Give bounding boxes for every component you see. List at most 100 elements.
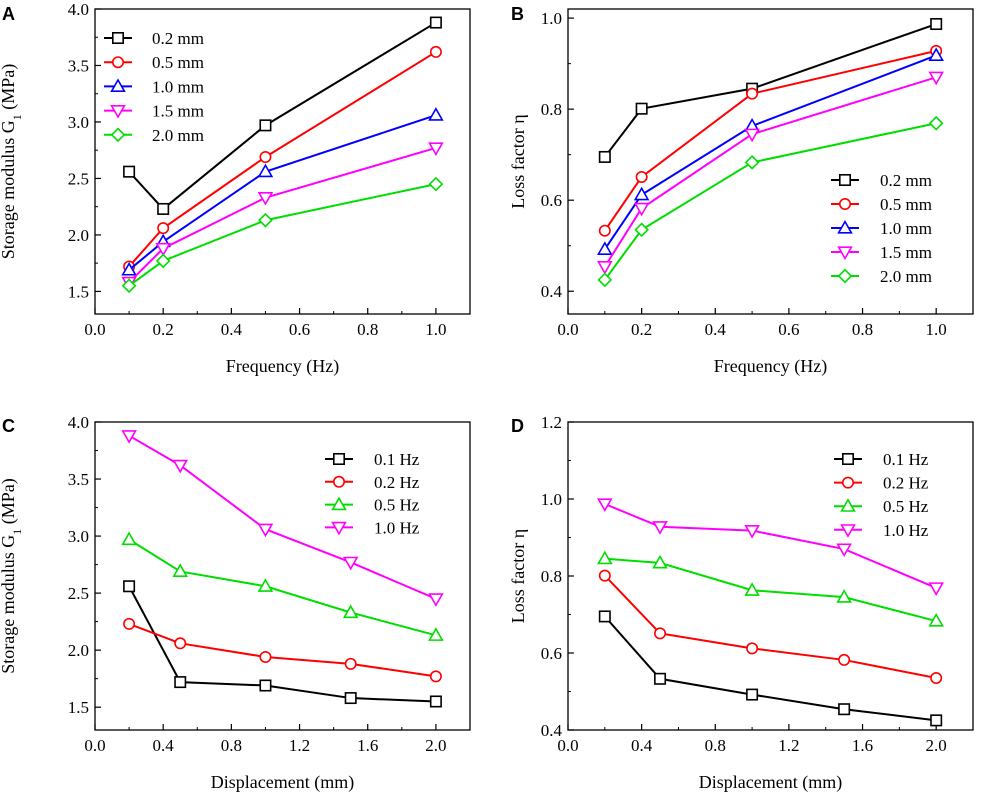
chart-a-legend-label: 1.0 mm xyxy=(152,77,204,96)
chart-b-x-tick-label: 0.2 xyxy=(631,320,652,339)
chart-a-data-point xyxy=(258,212,273,228)
chart-b-series-2-0-mm xyxy=(597,115,944,288)
chart-a-series-line xyxy=(128,183,437,287)
chart-a-data-point xyxy=(428,176,444,192)
chart-c-x-tick-label: 0.0 xyxy=(84,736,105,755)
chart-a-y-tick-label: 4.0 xyxy=(68,0,89,19)
chart-b-data-point xyxy=(633,202,650,217)
chart-d-series-0-1-hz xyxy=(598,610,943,727)
chart-c-data-point xyxy=(172,563,189,578)
chart-b-data-point xyxy=(598,150,611,163)
chart-d-data-point xyxy=(598,569,611,582)
chart-a-data-point xyxy=(429,16,442,29)
chart-d-data-point xyxy=(928,613,944,627)
chart-b-legend-marker xyxy=(838,198,851,211)
chart-c-legend-label: 0.1 Hz xyxy=(374,450,420,469)
chart-b-data-point xyxy=(928,47,944,62)
chart-c-data-point xyxy=(429,670,442,683)
chart-a-legend-marker xyxy=(110,127,126,143)
chart-a-legend-marker xyxy=(110,105,126,119)
chart-c-data-point xyxy=(172,459,189,474)
chart-a-data-point xyxy=(428,142,444,156)
chart-d-x-tick-label: 1.2 xyxy=(778,736,799,755)
chart-d-series-0-2-hz xyxy=(598,569,943,685)
chart-a-x-tick-label: 0.2 xyxy=(153,320,174,339)
chart-b-data-point xyxy=(746,87,759,100)
chart-c-x-tick-label: 1.2 xyxy=(289,736,310,755)
chart-a-series-line xyxy=(128,51,437,268)
chart-a-data-point xyxy=(157,222,170,235)
chart-c-panel-letter: C xyxy=(2,416,15,436)
chart-c-series-line xyxy=(128,622,437,678)
chart-d-legend-label: 1.0 Hz xyxy=(883,521,929,540)
chart-b-y-axis-label: Loss factor η xyxy=(508,114,528,208)
chart-d-series-line xyxy=(604,503,937,589)
chart-c-data-point xyxy=(121,430,137,444)
chart-b-y-tick-label: 0.8 xyxy=(541,100,562,119)
chart-c-y-tick-label: 3.0 xyxy=(68,527,89,546)
chart-c-data-point xyxy=(259,679,272,692)
chart-b-legend-marker xyxy=(837,246,853,261)
chart-c-data-point xyxy=(344,692,357,705)
chart-d-data-point xyxy=(654,672,667,685)
chart-c: C 0.0 0.4 0.8 1.2 1.6 2.0 1.5 2.0 2.5 3.0 3.5 4.0 Dis… xyxy=(0,413,471,793)
chart-d-series-0-5-hz xyxy=(597,550,944,627)
chart-c-series-0-2-hz xyxy=(123,617,442,683)
chart-c-y-tick-label: 4.0 xyxy=(68,413,89,432)
chart-a-legend-marker xyxy=(112,31,125,44)
chart-a-y-tick-label: 2.5 xyxy=(68,169,89,188)
chart-c-y-axis-label: Storage modulus G1 (MPa) xyxy=(0,478,24,674)
chart-a-data-point xyxy=(155,242,171,257)
chart-b-data-point xyxy=(635,170,648,183)
chart-a-plot-frame xyxy=(94,8,471,315)
chart-b-data-point xyxy=(930,18,943,31)
chart-d-x-tick-label: 0.4 xyxy=(631,736,653,755)
chart-a-x-tick-label: 0.4 xyxy=(221,320,243,339)
chart-b-series-line xyxy=(604,122,937,281)
chart-c-x-tick-label: 2.0 xyxy=(425,736,446,755)
chart-c-x-axis-label: Displacement (mm) xyxy=(211,772,354,793)
chart-d-data-point xyxy=(652,521,668,535)
chart-b-y-tick-label: 0.4 xyxy=(541,282,563,301)
chart-c-y-tick-label: 1.5 xyxy=(68,698,89,717)
chart-b-series-line xyxy=(604,23,937,158)
chart-b-y-tick-label: 1.0 xyxy=(541,9,562,28)
chart-b-legend-label: 0.2 mm xyxy=(880,171,932,190)
chart-a-series-2-0-mm xyxy=(121,176,444,294)
chart-a-data-point xyxy=(257,163,274,178)
chart-c-y-tick-label: 2.0 xyxy=(68,641,89,660)
chart-d-data-point xyxy=(744,582,760,596)
chart-b-data-point xyxy=(597,241,613,255)
chart-b-x-tick-label: 0.8 xyxy=(852,320,873,339)
chart-a-legend-label: 0.5 mm xyxy=(152,53,204,72)
chart-b-plot-frame xyxy=(567,8,974,315)
chart-d-x-tick-label: 0.0 xyxy=(557,736,578,755)
chart-a-x-axis-label: Frequency (Hz) xyxy=(226,356,339,377)
chart-d-y-tick-label: 0.6 xyxy=(541,644,562,663)
chart-d-series-1-0-hz xyxy=(597,498,944,596)
chart-a-legend-label: 1.5 mm xyxy=(152,102,204,121)
chart-b-data-point xyxy=(597,272,613,288)
chart-a-series-0-5-mm xyxy=(123,45,442,273)
chart-b-panel-letter: B xyxy=(511,4,524,24)
chart-d-x-tick-label: 2.0 xyxy=(926,736,947,755)
chart-a-data-point xyxy=(121,278,137,294)
chart-d: D0.0 0.4 0.8 1.2 1.6 2.00.40.60.81.01.2Displa… xyxy=(508,413,974,793)
chart-c-legend-label: 0.2 Hz xyxy=(374,473,420,492)
chart-c-legend: 0.1 Hz 0.2 Hz 0.5 Hz 1.0 Hz xyxy=(325,450,420,537)
chart-d-y-tick-label: 1.2 xyxy=(541,413,562,432)
chart-d-data-point xyxy=(928,582,944,596)
chart-a-data-point xyxy=(157,202,170,215)
chart-b: B 0.0 0.2 0.4 0.6 0.8 1.0 0.4 0.6 0.8 1.0 Frequency… xyxy=(508,4,974,377)
chart-d-legend-marker xyxy=(841,452,854,465)
chart-c-legend-marker xyxy=(332,475,345,488)
chart-c-x-tick-label: 1.6 xyxy=(357,736,378,755)
chart-c-series-0-5-hz xyxy=(121,531,444,641)
chart-a-series-line xyxy=(128,146,437,284)
chart-a-data-point xyxy=(121,261,137,276)
chart-c-data-point xyxy=(123,580,136,593)
chart-c-y-tick-label: 3.5 xyxy=(68,470,89,489)
chart-d-legend-marker xyxy=(840,524,856,538)
chart-b-data-point xyxy=(744,128,760,143)
chart-d-legend-label: 0.5 Hz xyxy=(883,497,929,516)
